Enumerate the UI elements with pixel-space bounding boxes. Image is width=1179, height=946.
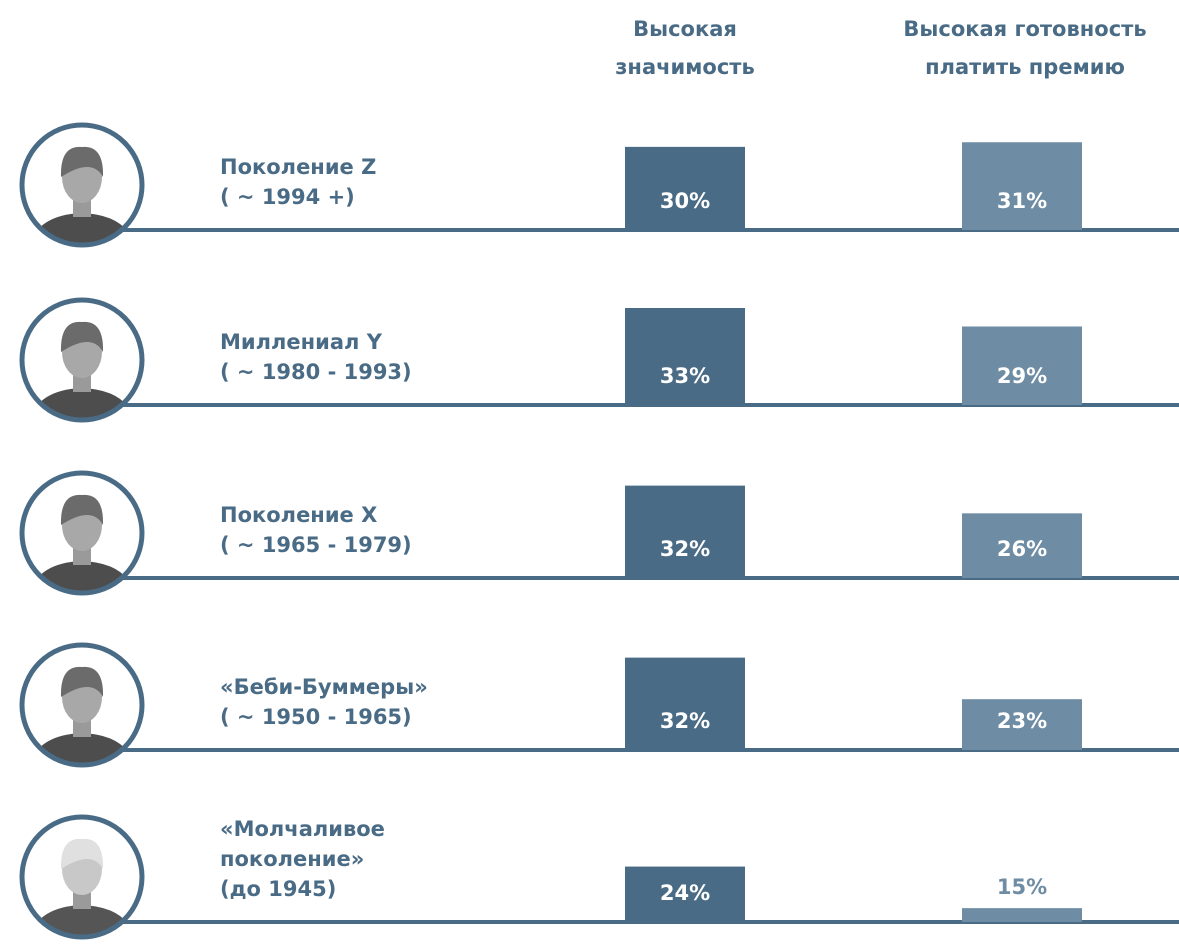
category-label: ( ~ 1950 - 1965) (220, 705, 412, 729)
value-label: 33% (660, 364, 710, 388)
category-label: ( ~ 1965 - 1979) (220, 533, 412, 557)
value-label: 32% (660, 537, 710, 561)
value-label: 29% (997, 364, 1047, 388)
category-label: поколение» (220, 847, 364, 871)
page: Высокая значимость Высокая готовность пл… (0, 0, 1179, 946)
value-label: 24% (660, 881, 710, 905)
bar (962, 142, 1082, 230)
bar (625, 658, 745, 750)
value-label: 32% (660, 709, 710, 733)
category-label: ( ~ 1994 +) (220, 185, 355, 209)
bar (625, 308, 745, 405)
bar (962, 908, 1082, 922)
category-label: Поколение Z (220, 155, 376, 179)
bar (625, 486, 745, 578)
value-label: 23% (997, 709, 1047, 733)
value-label: 31% (997, 189, 1047, 213)
chart: Поколение Z ( ~ 1994 +) 30% 31% Миллениал Y (… (0, 0, 1179, 946)
category-label: ( ~ 1980 - 1993) (220, 360, 412, 384)
category-label: (до 1945) (220, 877, 336, 901)
value-label: 26% (997, 537, 1047, 561)
category-label: «Молчаливое (220, 817, 385, 841)
category-label: Миллениал Y (220, 330, 383, 354)
category-label: «Беби-Буммеры» (220, 675, 428, 699)
value-label: 30% (660, 189, 710, 213)
value-label: 15% (997, 875, 1047, 899)
category-label: Поколение X (220, 503, 377, 527)
